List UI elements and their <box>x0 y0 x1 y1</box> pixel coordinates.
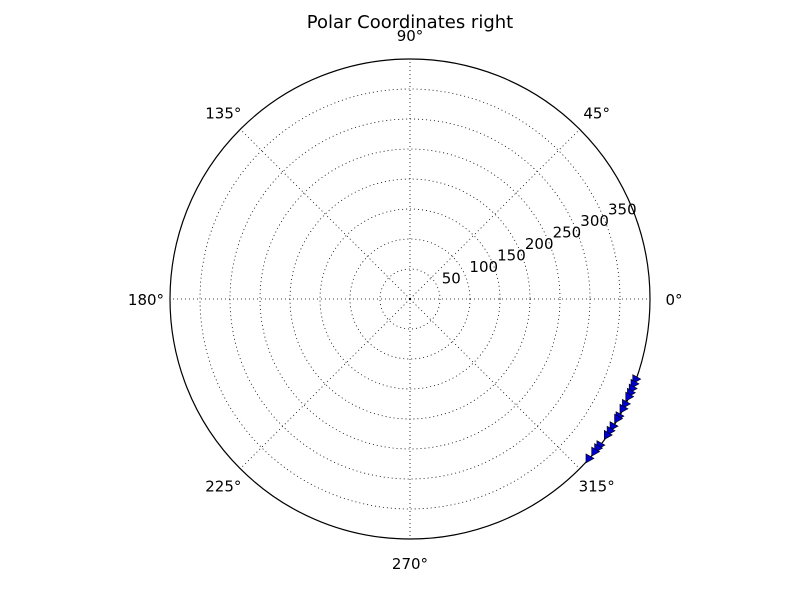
outer-circle <box>169 58 651 540</box>
theta-gridline-45 <box>409 129 580 300</box>
chart-title: Polar Coordinates right <box>307 12 513 33</box>
axis-layer: 0° 45° 90° 135° 180° 225° 270° 315° 50 1001502002… <box>128 27 683 573</box>
r-tick-label-50: 50 <box>442 270 461 288</box>
theta-tick-label-180: 180° <box>128 291 164 309</box>
theta-tick-label-90: 90° <box>397 27 424 45</box>
theta-tick-label-45: 45° <box>583 104 610 122</box>
theta-gridline-135 <box>240 129 411 300</box>
r-tick-label-300: 300 <box>580 212 609 230</box>
data-layer <box>585 374 642 464</box>
data-point-0-5 <box>622 398 632 409</box>
data-point-0-15 <box>585 453 595 464</box>
theta-gridline-315 <box>409 298 580 469</box>
theta-tick-label-135: 135° <box>205 104 241 122</box>
r-tick-label-150: 150 <box>497 247 526 265</box>
data-point-0-9 <box>609 421 619 432</box>
data-point-0-11 <box>603 429 613 440</box>
r-gridline-50 <box>379 268 441 330</box>
theta-gridline-225 <box>240 298 411 469</box>
r-tick-label-200: 200 <box>525 235 554 253</box>
data-point-0-14 <box>591 446 601 457</box>
r-tick-label-350: 350 <box>608 201 637 219</box>
r-tick-label-100: 100 <box>469 258 498 276</box>
grid-layer <box>170 59 650 539</box>
theta-tick-label-315: 315° <box>579 478 615 496</box>
theta-tick-label-0: 0° <box>665 291 682 309</box>
r-gridline-150 <box>319 208 501 390</box>
theta-tick-label-270: 270° <box>392 555 428 573</box>
data-point-0-4 <box>625 391 635 402</box>
r-gridline-250 <box>259 148 561 450</box>
data-point-0-8 <box>614 413 624 424</box>
theta-tick-label-225: 225° <box>205 478 241 496</box>
center-point <box>408 297 412 301</box>
r-gridline-350 <box>199 88 621 510</box>
data-point-0-6 <box>619 403 629 414</box>
r-tick-label-250: 250 <box>553 224 582 242</box>
